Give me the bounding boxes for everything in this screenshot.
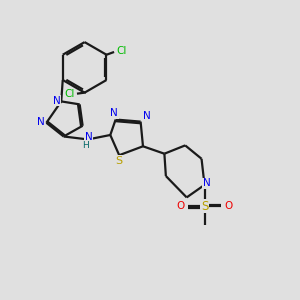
Text: N: N xyxy=(37,117,45,127)
Text: S: S xyxy=(116,156,123,166)
Text: N: N xyxy=(85,132,92,142)
Text: O: O xyxy=(177,201,185,211)
Text: O: O xyxy=(224,201,232,211)
Text: Cl: Cl xyxy=(116,46,126,56)
Text: N: N xyxy=(143,111,150,121)
Text: N: N xyxy=(203,178,211,188)
Text: Cl: Cl xyxy=(65,89,75,99)
Text: H: H xyxy=(82,142,88,151)
Text: N: N xyxy=(110,108,118,118)
Text: S: S xyxy=(201,200,208,213)
Text: N: N xyxy=(53,96,61,106)
